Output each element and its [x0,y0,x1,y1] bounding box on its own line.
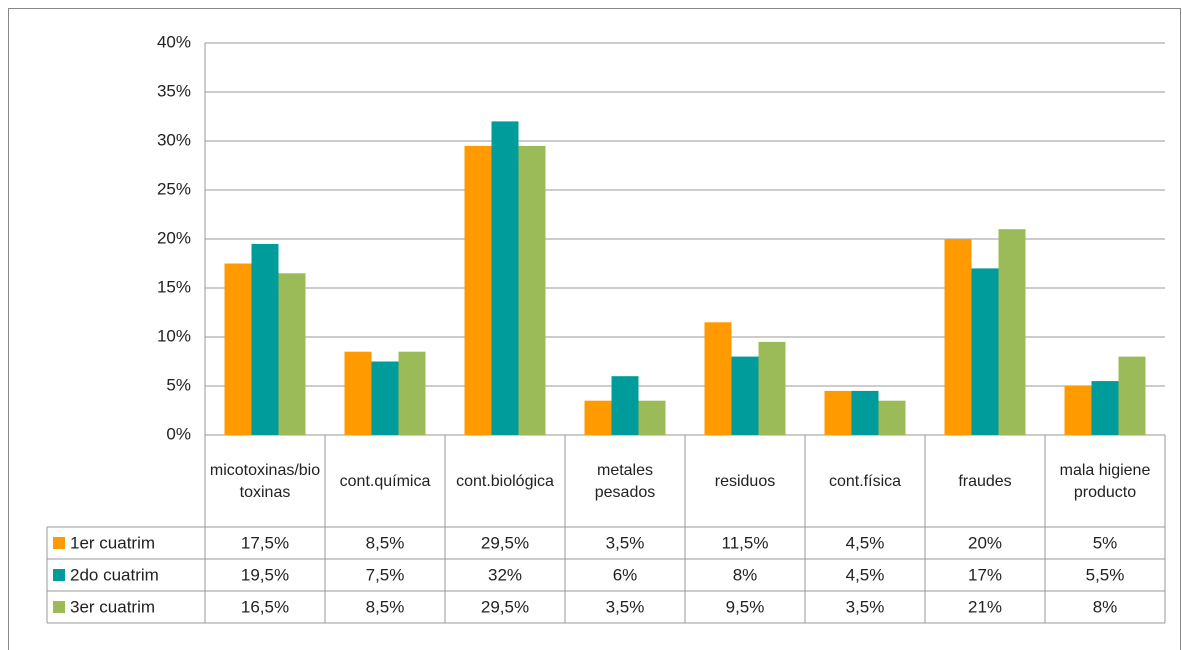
data-label: 20% [968,533,1002,552]
data-label: 21% [968,597,1002,616]
bar [371,361,399,435]
data-label: 7,5% [366,565,405,584]
data-label: 3,5% [606,533,645,552]
data-label: 29,5% [481,597,529,616]
x-tick-label-box: cont.biológica [456,473,554,490]
y-tick-label: 15% [157,277,191,296]
bar [611,376,639,435]
x-tick-label-box: mala higiene producto [1059,462,1151,501]
bar [224,263,252,435]
y-tick-label: 10% [157,326,191,345]
x-tick-label-box: micotoxinas/biotoxinas [209,462,321,501]
data-label: 16,5% [241,597,289,616]
data-label: 4,5% [846,565,885,584]
bar [998,229,1026,435]
data-label: 29,5% [481,533,529,552]
data-label: 11,5% [722,533,769,552]
x-tick-label: fraudes [958,473,1012,490]
bar [278,273,306,435]
bar [344,351,372,435]
bar [518,145,546,435]
x-tick-label-box: residuos [714,473,776,490]
bar [878,400,906,435]
x-tick-label: metales pesados [594,462,656,501]
data-label: 9,5% [726,597,765,616]
y-tick-label: 20% [157,228,191,247]
data-label: 3,5% [606,597,645,616]
legend-label: 3er cuatrim [70,597,155,616]
bar [1118,356,1146,435]
data-label: 19,5% [241,565,289,584]
bar [1064,386,1092,435]
bar [758,341,786,435]
data-label: 5,5% [1086,565,1125,584]
x-tick-label: mala higiene producto [1059,462,1151,501]
x-tick-label: cont.biológica [456,473,554,490]
bar [251,243,279,435]
data-label: 8,5% [366,597,405,616]
x-tick-label-box: fraudes [958,473,1012,490]
data-label: 17% [968,565,1002,584]
y-tick-label: 40% [157,32,191,51]
data-label: 8% [1093,597,1118,616]
bar [491,121,519,436]
data-label: 5% [1093,533,1118,552]
x-tick-label: cont.física [828,473,902,490]
legend-key [53,569,65,581]
bar [398,351,426,435]
y-tick-label: 0% [166,424,191,443]
bar [824,390,852,435]
legend-label: 1er cuatrim [70,533,155,552]
bar [638,400,666,435]
x-tick-label-box: cont.física [828,473,902,490]
data-label: 17,5% [241,533,289,552]
x-tick-label: residuos [714,473,776,490]
bar [944,239,972,435]
bar [704,322,732,435]
x-tick-label: cont.química [339,473,431,490]
x-tick-label-box: cont.química [339,473,431,490]
legend-key [53,537,65,549]
x-tick-label: micotoxinas/biotoxinas [209,462,321,501]
data-label: 6% [613,565,638,584]
y-tick-label: 30% [157,130,191,149]
legend-key [53,601,65,613]
bar [464,145,492,435]
y-tick-label: 35% [157,81,191,100]
data-label: 8% [733,565,758,584]
data-label: 3,5% [846,597,885,616]
bar [1091,381,1119,435]
y-tick-label: 5% [166,375,191,394]
data-label: 8,5% [366,533,405,552]
bar [851,390,879,435]
data-label: 32% [488,565,522,584]
legend-label: 2do cuatrim [70,565,159,584]
y-tick-label: 25% [157,179,191,198]
bar [971,268,999,435]
bar [731,356,759,435]
bar [584,400,612,435]
data-label: 4,5% [846,533,885,552]
x-tick-label-box: metales pesados [594,462,656,501]
